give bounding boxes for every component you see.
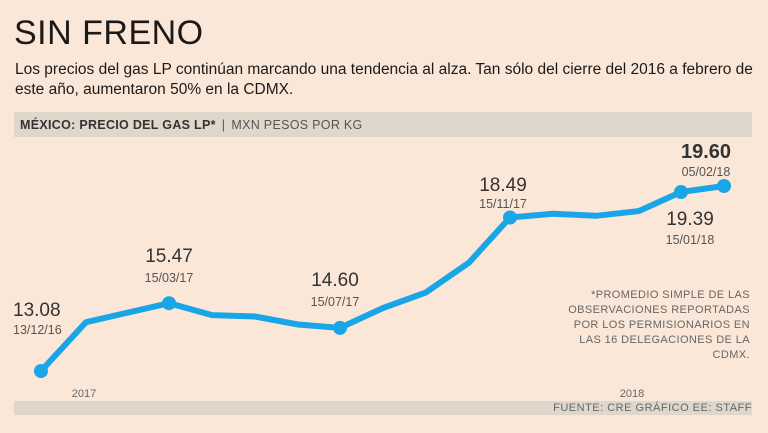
series-line xyxy=(38,183,727,374)
data-date-label: 15/11/17 xyxy=(479,197,527,211)
x-tick-label: 2017 xyxy=(72,388,96,400)
band-separator: | xyxy=(221,117,226,132)
chart-header-band: MÉXICO: PRECIO DEL GAS LP* | MXN PESOS P… xyxy=(14,112,752,137)
chart-title: SIN FRENO xyxy=(14,14,204,52)
data-value-label: 18.49 xyxy=(479,175,527,196)
footer-band xyxy=(14,401,752,415)
data-point-marker xyxy=(333,320,347,335)
data-point-marker xyxy=(34,364,48,378)
chart-subtitle: Los precios del gas LP continúan marcand… xyxy=(15,61,753,98)
data-date-label: 15/03/17 xyxy=(145,271,194,285)
data-point-marker xyxy=(503,210,517,225)
data-date-label: 15/07/17 xyxy=(311,295,360,309)
footnote: *PROMEDIO SIMPLE DE LAS OBSERVACIONES RE… xyxy=(568,289,750,361)
data-point-marker xyxy=(717,179,731,193)
data-value-label: 19.39 xyxy=(666,209,714,230)
data-value-label: 15.47 xyxy=(145,246,193,267)
data-date-label: 15/01/18 xyxy=(666,233,715,247)
data-date-label: 05/02/18 xyxy=(682,165,731,179)
data-point-marker xyxy=(162,296,176,311)
data-value-label: 13.08 xyxy=(13,300,61,321)
source-credit: FUENTE: CRE GRÁFICO EE: STAFF xyxy=(553,402,752,414)
data-date-label: 13/12/16 xyxy=(13,323,62,337)
data-value-label: 14.60 xyxy=(311,270,359,291)
series-label: MÉXICO: PRECIO DEL GAS LP* xyxy=(20,117,216,132)
x-tick-label: 2018 xyxy=(620,388,644,400)
data-point-marker xyxy=(674,185,688,199)
unit-label: MXN PESOS POR KG xyxy=(231,117,363,132)
data-value-label: 19.60 xyxy=(681,141,731,163)
